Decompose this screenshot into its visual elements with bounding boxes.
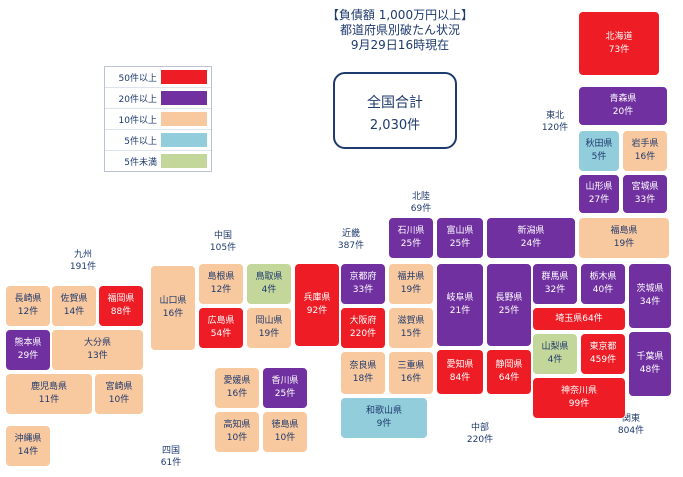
pref-oita[interactable]: 大分県 13件 [51,329,144,371]
pref-hyogo[interactable]: 兵庫県 92件 [294,263,340,347]
pref-saga[interactable]: 佐賀県 14件 [51,285,97,327]
pref-kyoto[interactable]: 京都府 33件 [340,263,386,305]
pref-nara[interactable]: 奈良県 18件 [340,351,386,395]
legend: 50件以上 20件以上 10件以上 5件以上 5件未満 [104,66,212,172]
national-total-box: 全国合計 2,030件 [333,72,457,149]
region-label-kinki: 近畿 387件 [337,229,365,251]
legend-swatch [161,70,207,84]
pref-tokyo[interactable]: 東京都 459件 [580,333,626,375]
pref-kagawa[interactable]: 香川県 25件 [262,367,308,409]
legend-swatch [161,154,207,168]
legend-label: 5件以上 [124,136,157,147]
pref-gunma[interactable]: 群馬県 32件 [532,263,578,305]
pref-miyagi[interactable]: 宮城県 33件 [622,174,668,214]
legend-swatch [161,133,207,147]
pref-kagoshima[interactable]: 鹿児島県 11件 [5,373,93,415]
pref-shiga[interactable]: 滋賀県 15件 [388,307,434,349]
national-total-value: 2,030件 [369,118,421,133]
title-line-1: 【負債額 1,000万円以上】 [326,8,474,22]
pref-aichi[interactable]: 愛知県 84件 [436,349,484,395]
pref-shimane[interactable]: 島根県 12件 [198,263,244,305]
map-title: 【負債額 1,000万円以上】 都道府県別破たん状況 9月29日16時現在 [270,8,530,53]
pref-akita[interactable]: 秋田県 5件 [578,130,620,172]
pref-shizuoka[interactable]: 静岡県 64件 [486,349,532,395]
pref-osaka[interactable]: 大阪府 220件 [340,307,386,349]
pref-tochigi[interactable]: 栃木県 40件 [580,263,626,305]
pref-mie[interactable]: 三重県 16件 [388,351,434,395]
pref-hokkaido[interactable]: 北海道 73件 [578,11,660,76]
pref-niigata[interactable]: 新潟県 24件 [486,217,576,259]
pref-gifu[interactable]: 岐阜県 21件 [436,263,484,347]
pref-kanagawa[interactable]: 神奈川県 99件 [532,377,626,419]
pref-yamaguchi[interactable]: 山口県 16件 [150,265,196,351]
region-label-kyushu: 九州 191件 [69,250,97,272]
pref-okinawa[interactable]: 沖縄県 14件 [5,425,51,467]
legend-swatch [161,112,207,126]
legend-swatch [161,91,207,105]
region-label-hokuriku: 北陸 69件 [410,192,432,214]
pref-tokushima[interactable]: 徳島県 10件 [262,411,308,453]
legend-label: 20件以上 [118,94,157,105]
pref-nagasaki[interactable]: 長崎県 12件 [5,285,51,327]
pref-toyama[interactable]: 富山県 25件 [436,217,484,259]
pref-ibaraki[interactable]: 茨城県 34件 [628,263,672,329]
pref-iwate[interactable]: 岩手県 16件 [622,130,668,172]
region-label-chubu: 中部 220件 [466,423,494,445]
pref-fukui[interactable]: 福井県 19件 [388,263,434,305]
pref-miyazaki[interactable]: 宮崎県 10件 [94,373,144,415]
pref-chiba[interactable]: 千葉県 48件 [628,331,672,397]
legend-item-10: 10件以上 [105,109,211,130]
pref-kochi[interactable]: 高知県 10件 [214,411,260,453]
pref-nagano[interactable]: 長野県 25件 [486,263,532,347]
legend-label: 5件未満 [124,157,157,168]
national-total-label: 全国合計 [367,95,423,111]
pref-wakayama[interactable]: 和歌山県 9件 [340,397,428,439]
pref-aomori[interactable]: 青森県 20件 [578,86,668,126]
title-line-3: 9月29日16時現在 [350,38,450,52]
pref-kumamoto[interactable]: 熊本県 29件 [5,329,51,371]
legend-item-5: 5件以上 [105,130,211,151]
pref-ishikawa[interactable]: 石川県 25件 [388,217,434,259]
pref-ehime[interactable]: 愛媛県 16件 [214,367,260,409]
pref-yamagata[interactable]: 山形県 27件 [578,174,620,214]
pref-fukushima[interactable]: 福島県 19件 [578,217,670,259]
region-label-shikoku: 四国 61件 [160,446,182,468]
pref-tottori[interactable]: 鳥取県 4件 [246,263,292,305]
region-label-kanto: 関東 804件 [617,414,645,436]
pref-saitama[interactable]: 埼玉県64件 [532,307,626,331]
pref-fukuoka[interactable]: 福岡県 88件 [98,285,144,327]
legend-label: 10件以上 [118,115,157,126]
legend-item-20: 20件以上 [105,88,211,109]
legend-item-50: 50件以上 [105,67,211,88]
legend-label: 50件以上 [118,73,157,84]
legend-item-under5: 5件未満 [105,151,211,171]
pref-okayama[interactable]: 岡山県 19件 [246,307,292,349]
title-line-2: 都道府県別破たん状況 [339,23,460,37]
pref-hiroshima[interactable]: 広島県 54件 [198,307,244,349]
region-label-tohoku: 東北 120件 [541,111,569,133]
region-label-chugoku: 中国 105件 [209,231,237,253]
pref-yamanashi[interactable]: 山梨県 4件 [532,333,578,375]
